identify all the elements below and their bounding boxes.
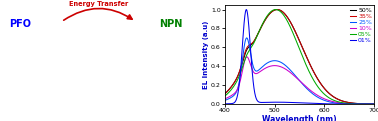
- Line: 10%: 10%: [222, 57, 377, 104]
- 35%: [370, 103, 375, 105]
- 35%: [275, 9, 279, 10]
- 35%: [291, 27, 296, 28]
- 10%: [220, 99, 225, 101]
- 05%: [370, 103, 375, 105]
- 05%: [220, 97, 225, 98]
- Y-axis label: EL Intensity (a.u): EL Intensity (a.u): [203, 20, 209, 89]
- 50%: [220, 95, 225, 96]
- 01%: [228, 103, 232, 104]
- 25%: [370, 103, 375, 105]
- 25%: [220, 100, 225, 102]
- 05%: [228, 90, 232, 91]
- Text: PFO: PFO: [9, 19, 31, 29]
- 05%: [291, 33, 296, 35]
- 50%: [342, 101, 346, 102]
- 35%: [370, 103, 375, 105]
- 25%: [375, 103, 378, 105]
- 50%: [291, 27, 296, 28]
- 10%: [375, 103, 378, 105]
- 25%: [228, 97, 232, 99]
- 35%: [342, 101, 346, 102]
- 01%: [295, 102, 300, 103]
- 25%: [370, 103, 375, 105]
- 35%: [220, 95, 225, 96]
- 01%: [342, 103, 346, 105]
- 01%: [375, 103, 378, 105]
- 10%: [342, 102, 346, 104]
- 10%: [245, 56, 249, 58]
- X-axis label: Wavelength (nm): Wavelength (nm): [262, 115, 337, 121]
- 01%: [220, 103, 225, 105]
- Text: Energy Transfer: Energy Transfer: [69, 1, 128, 7]
- 10%: [370, 103, 375, 105]
- 35%: [375, 103, 378, 105]
- 01%: [370, 103, 375, 105]
- 50%: [228, 87, 232, 89]
- 01%: [291, 102, 296, 103]
- 05%: [295, 43, 300, 45]
- Text: NPN: NPN: [159, 19, 183, 29]
- Line: 50%: 50%: [222, 10, 377, 104]
- 25%: [295, 78, 300, 79]
- 10%: [291, 74, 296, 76]
- 50%: [375, 103, 378, 105]
- 35%: [228, 87, 232, 89]
- Legend: 50%, 35%, 25%, 10%, 05%, 01%: 50%, 35%, 25%, 10%, 05%, 01%: [349, 7, 373, 44]
- 50%: [275, 9, 279, 10]
- 05%: [370, 103, 375, 105]
- 50%: [370, 103, 375, 105]
- 25%: [245, 37, 249, 39]
- 50%: [370, 103, 375, 105]
- 10%: [228, 95, 232, 97]
- 01%: [370, 103, 375, 105]
- Line: 01%: 01%: [222, 10, 377, 104]
- 05%: [375, 103, 378, 105]
- 10%: [370, 103, 375, 105]
- Line: 25%: 25%: [222, 38, 377, 104]
- 25%: [342, 103, 346, 104]
- 50%: [295, 36, 300, 37]
- 10%: [295, 78, 300, 79]
- 35%: [295, 36, 300, 37]
- Line: 05%: 05%: [222, 10, 377, 104]
- 05%: [273, 9, 278, 10]
- 01%: [244, 9, 249, 10]
- Line: 35%: 35%: [222, 10, 377, 104]
- 25%: [291, 73, 296, 74]
- 05%: [342, 102, 346, 104]
